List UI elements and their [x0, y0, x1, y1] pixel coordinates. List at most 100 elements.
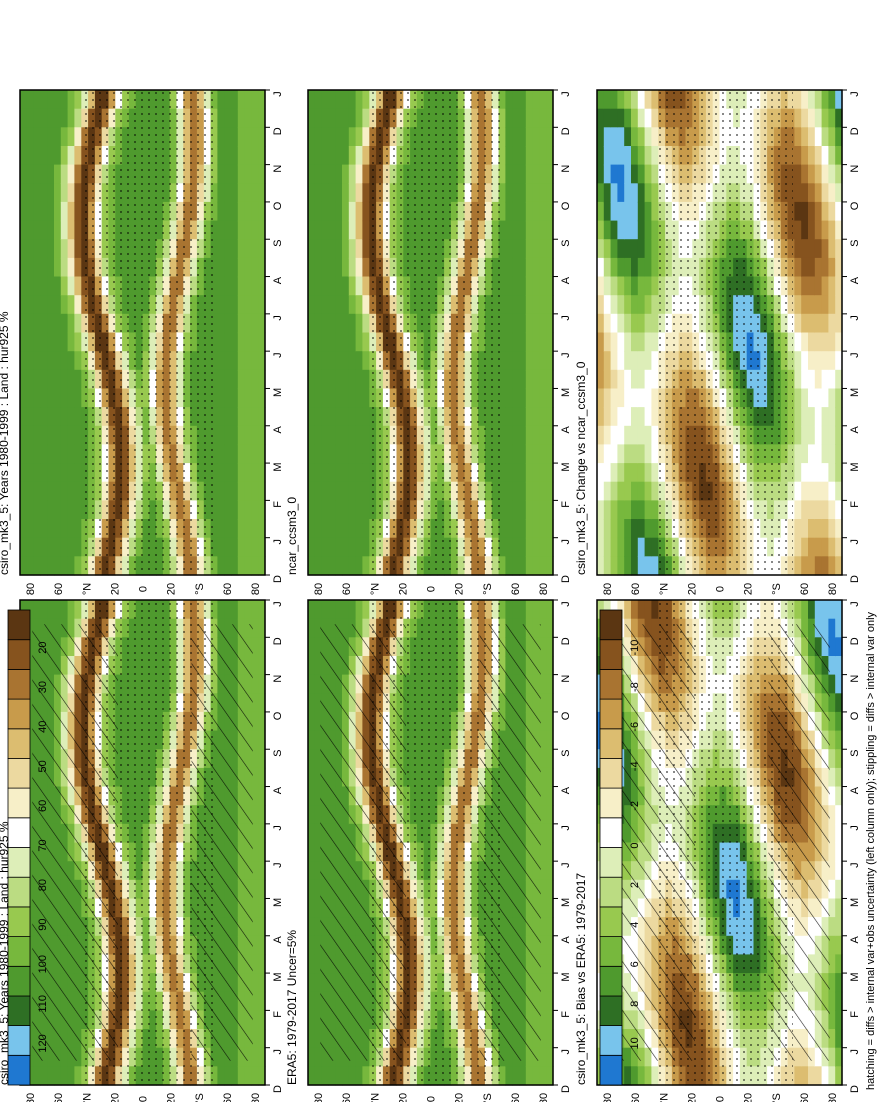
heat-cell — [308, 314, 315, 333]
heat-cell — [512, 90, 519, 109]
heat-cell — [54, 463, 61, 482]
heat-cell — [335, 90, 342, 109]
heat-cell — [238, 444, 245, 463]
heat-cell — [512, 146, 519, 165]
heat-cell — [604, 90, 611, 109]
heat-cell — [631, 600, 638, 619]
heat-cell — [34, 221, 41, 240]
heat-cell — [342, 556, 349, 575]
heat-cell — [362, 127, 369, 146]
heat-cell — [533, 463, 540, 482]
heat-cell — [362, 109, 369, 128]
heat-cell — [322, 600, 329, 619]
heat-cell — [20, 556, 27, 575]
heat-cell — [61, 314, 68, 333]
heat-cell — [47, 221, 54, 240]
heat-cell — [342, 463, 349, 482]
heat-cell — [349, 295, 356, 314]
heat-cell — [47, 519, 54, 538]
heat-cell — [519, 463, 526, 482]
heat-cell — [20, 90, 27, 109]
heat-cell — [245, 333, 252, 352]
heat-cell — [505, 500, 512, 519]
heat-cell — [604, 519, 611, 538]
heat-cell — [617, 482, 624, 501]
heat-cell — [20, 538, 27, 557]
heat-cell — [512, 426, 519, 445]
heat-cell — [308, 1066, 315, 1085]
heat-cell — [74, 426, 81, 445]
heat-cell — [519, 519, 526, 538]
lat-label: °N — [369, 1093, 381, 1102]
heat-cell — [308, 880, 315, 899]
heat-cell — [533, 444, 540, 463]
heat-cell — [539, 333, 546, 352]
heat-cell — [617, 556, 624, 575]
heat-cell — [335, 165, 342, 184]
heat-cell — [597, 538, 604, 557]
heat-cell — [315, 556, 322, 575]
heat-cell — [597, 314, 604, 333]
heat-cell — [308, 675, 315, 694]
heat-cell — [47, 90, 54, 109]
heat-cell — [68, 165, 75, 184]
heat-cell — [539, 258, 546, 277]
month-label: D — [272, 575, 284, 583]
heat-cell — [539, 221, 546, 240]
heat-cell — [47, 258, 54, 277]
lat-label: 60 — [222, 583, 234, 595]
heat-cell — [322, 482, 329, 501]
hatching-overlay — [192, 624, 253, 1061]
panel-title: ERA5: 1979-2017 Uncer=5% — [285, 930, 299, 1085]
heat-cell — [356, 333, 363, 352]
month-label: J — [849, 601, 861, 607]
heat-cell — [245, 183, 252, 202]
heat-cell — [231, 556, 238, 575]
heat-cell — [539, 295, 546, 314]
month-label: D — [272, 637, 284, 645]
heat-cell — [27, 258, 34, 277]
heat-cell — [356, 183, 363, 202]
heat-cell — [231, 127, 238, 146]
heat-cell — [308, 165, 315, 184]
heat-cell — [604, 277, 611, 296]
heat-cell — [604, 389, 611, 408]
heat-cell — [505, 538, 512, 557]
heat-cell — [308, 749, 315, 768]
heat-cell — [251, 165, 258, 184]
heat-cell — [40, 370, 47, 389]
heat-cell — [356, 165, 363, 184]
heat-cell — [308, 1010, 315, 1029]
lat-label: °S — [771, 1093, 783, 1102]
heat-cell — [335, 370, 342, 389]
heat-cell — [47, 295, 54, 314]
heat-cell — [533, 426, 540, 445]
heat-cell — [20, 444, 27, 463]
heat-cell — [604, 351, 611, 370]
heat-cell — [512, 444, 519, 463]
heat-cell — [47, 239, 54, 258]
heat-cell — [505, 351, 512, 370]
heat-cell — [519, 258, 526, 277]
heat-cell — [349, 90, 356, 109]
heat-cell — [505, 426, 512, 445]
month-label: A — [560, 425, 572, 433]
heat-cell — [245, 407, 252, 426]
heat-cell — [20, 258, 27, 277]
heat-cell — [61, 1066, 68, 1085]
heat-cell — [808, 1066, 815, 1085]
heat-cell — [533, 556, 540, 575]
heat-cell — [238, 556, 245, 575]
heat-cell — [505, 1066, 512, 1085]
lat-label: 80 — [827, 1093, 839, 1102]
heat-cell — [519, 600, 526, 619]
heat-cell — [349, 1066, 356, 1085]
heat-cell — [20, 463, 27, 482]
heat-cell — [519, 183, 526, 202]
heat-cell — [238, 389, 245, 408]
heat-cell — [34, 295, 41, 314]
month-label: F — [272, 1011, 284, 1018]
heat-cell — [251, 407, 258, 426]
heat-cell — [356, 146, 363, 165]
heat-cell — [27, 221, 34, 240]
